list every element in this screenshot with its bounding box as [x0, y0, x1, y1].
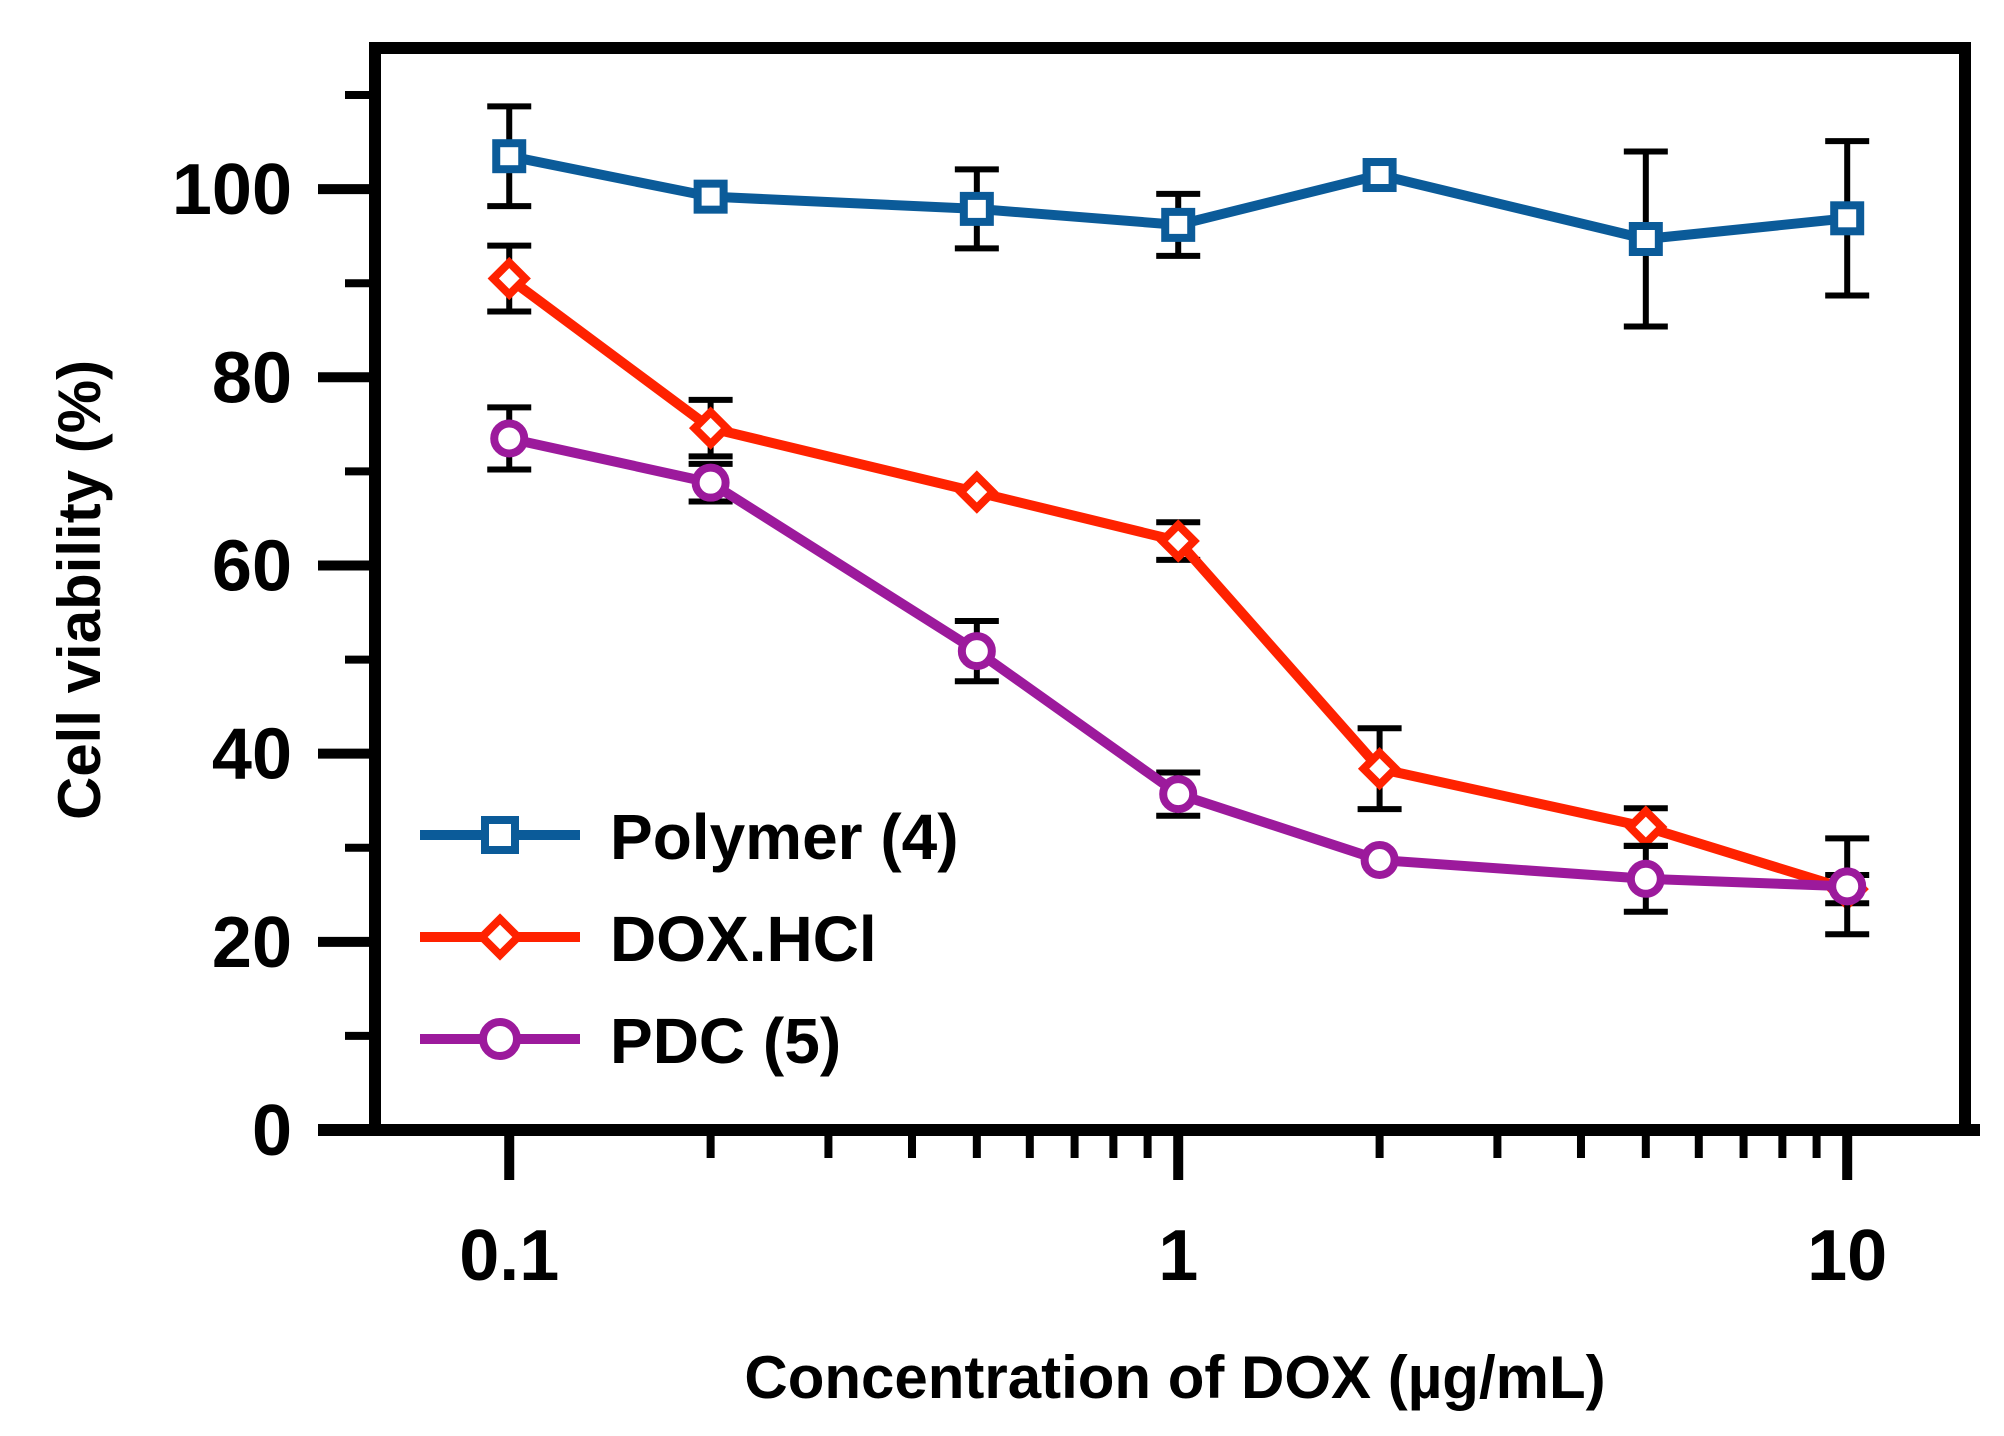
legend-label: Polymer (4) — [610, 801, 959, 873]
circle-marker — [490, 419, 529, 458]
square-marker — [1161, 207, 1196, 242]
plot-frame — [318, 42, 1980, 1136]
series-circle — [487, 404, 1870, 938]
axis-ticks: 0 20 40 60 80 100 0.1 1 10 — [172, 91, 1887, 1296]
circle-marker — [479, 1018, 521, 1060]
diamond-marker — [688, 406, 733, 450]
square-marker — [1628, 221, 1663, 256]
legend-label: DOX.HCl — [610, 903, 877, 975]
square-marker — [1830, 201, 1865, 236]
y-axis-label: Cell viability (%) — [46, 360, 113, 820]
legend-label: PDC (5) — [610, 1005, 841, 1077]
legend: Polymer (4) DOX.HCl PDC (5) — [420, 801, 959, 1077]
y-tick-label: 40 — [212, 715, 292, 795]
square-marker — [959, 191, 994, 226]
x-tick-label: 0.1 — [459, 1216, 559, 1296]
diamond-marker — [1357, 747, 1402, 791]
diamond-marker — [487, 256, 531, 301]
circle-marker — [1360, 840, 1399, 879]
x-tick-label: 10 — [1807, 1216, 1887, 1296]
plot-border — [369, 42, 1971, 1136]
circle-marker — [957, 632, 996, 671]
diamond-marker — [476, 913, 524, 961]
square-marker — [492, 139, 527, 174]
series-square — [487, 103, 1870, 330]
circle-marker — [1159, 775, 1198, 814]
x-axis-label: Concentration of DOX (µg/mL) — [744, 1344, 1605, 1411]
y-tick-label: 100 — [172, 150, 292, 230]
legend-item: DOX.HCl — [420, 903, 877, 975]
y-tick-label: 20 — [212, 903, 292, 983]
square-marker — [1362, 158, 1397, 193]
data-series — [487, 103, 1870, 938]
diamond-marker — [1156, 519, 1200, 563]
y-tick-label: 0 — [252, 1091, 292, 1171]
circle-marker — [691, 463, 730, 502]
square-marker — [481, 816, 519, 854]
legend-item: PDC (5) — [420, 1005, 841, 1077]
y-tick-label: 80 — [212, 338, 292, 418]
circle-marker — [1626, 859, 1665, 898]
square-marker — [693, 179, 728, 214]
legend-item: Polymer (4) — [420, 801, 959, 873]
circle-marker — [1828, 867, 1867, 906]
diamond-marker — [955, 470, 999, 514]
y-tick-label: 60 — [212, 526, 292, 606]
diamond-marker — [1624, 805, 1668, 849]
x-tick-label: 1 — [1158, 1216, 1198, 1296]
